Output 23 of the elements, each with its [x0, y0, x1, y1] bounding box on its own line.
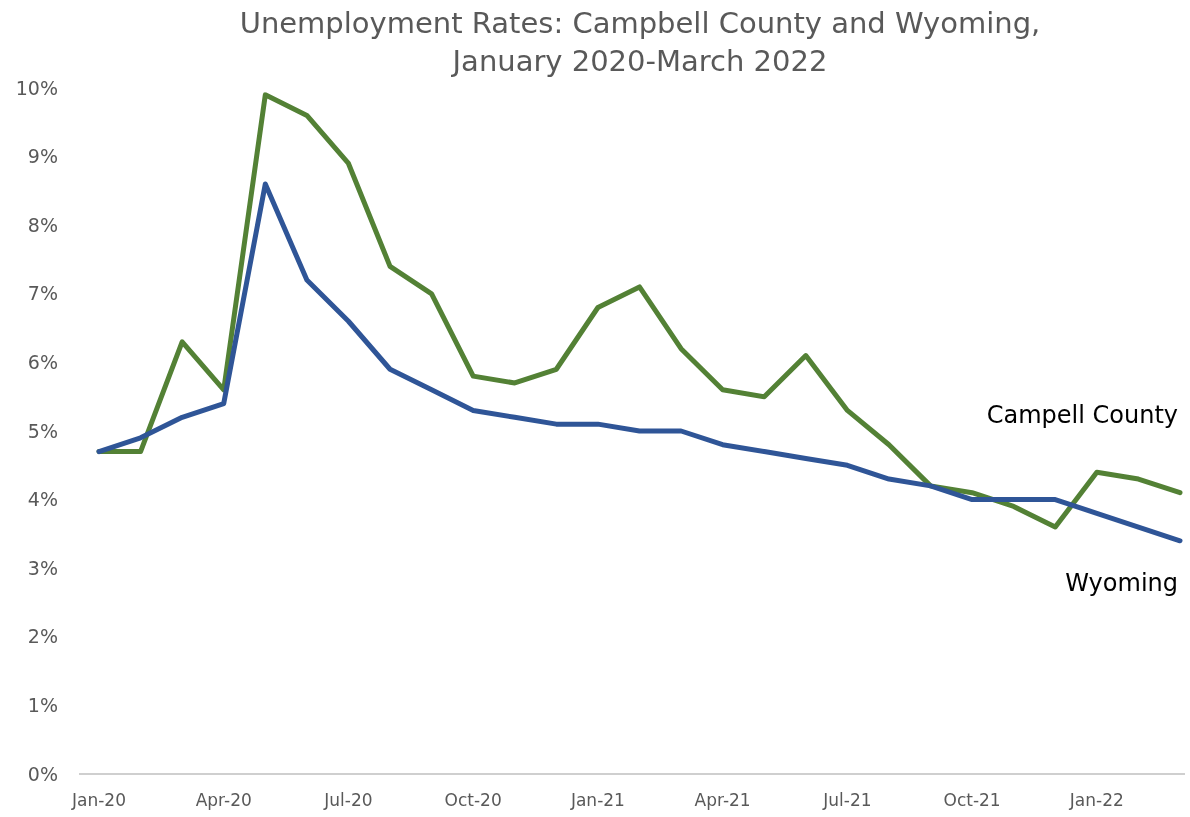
x-tick-label: Apr-21: [694, 790, 751, 810]
y-tick-label: 7%: [27, 282, 58, 305]
y-tick-label: 8%: [27, 213, 58, 236]
x-tick-label: Apr-20: [195, 790, 252, 810]
y-tick-label: 2%: [27, 625, 58, 648]
x-tick-label: Jan-21: [569, 790, 625, 810]
y-tick-label: 9%: [27, 145, 58, 168]
y-tick-label: 10%: [15, 76, 58, 99]
y-tick-label: 4%: [27, 488, 58, 511]
x-tick-label: Jan-20: [71, 790, 126, 810]
y-tick-label: 1%: [27, 694, 58, 717]
text: Campell County: [986, 400, 1178, 429]
y-tick-label: 3%: [27, 556, 58, 579]
x-tick-label: Oct-21: [943, 790, 1001, 810]
y-tick-label: 5%: [27, 419, 58, 442]
series-label: Wyoming: [1065, 568, 1178, 597]
y-tick-label: 0%: [27, 762, 58, 785]
y-tick-label: 6%: [27, 351, 58, 374]
x-tick-label: Oct-20: [444, 790, 502, 810]
x-tick-label: Jul-20: [323, 790, 373, 810]
chart-title: Unemployment Rates: Campbell County and Wyoming, January 2020-March 2022: [239, 6, 1041, 78]
x-tick-label: Jan-22: [1068, 790, 1124, 810]
x-tick-label: Jul-21: [822, 790, 872, 810]
